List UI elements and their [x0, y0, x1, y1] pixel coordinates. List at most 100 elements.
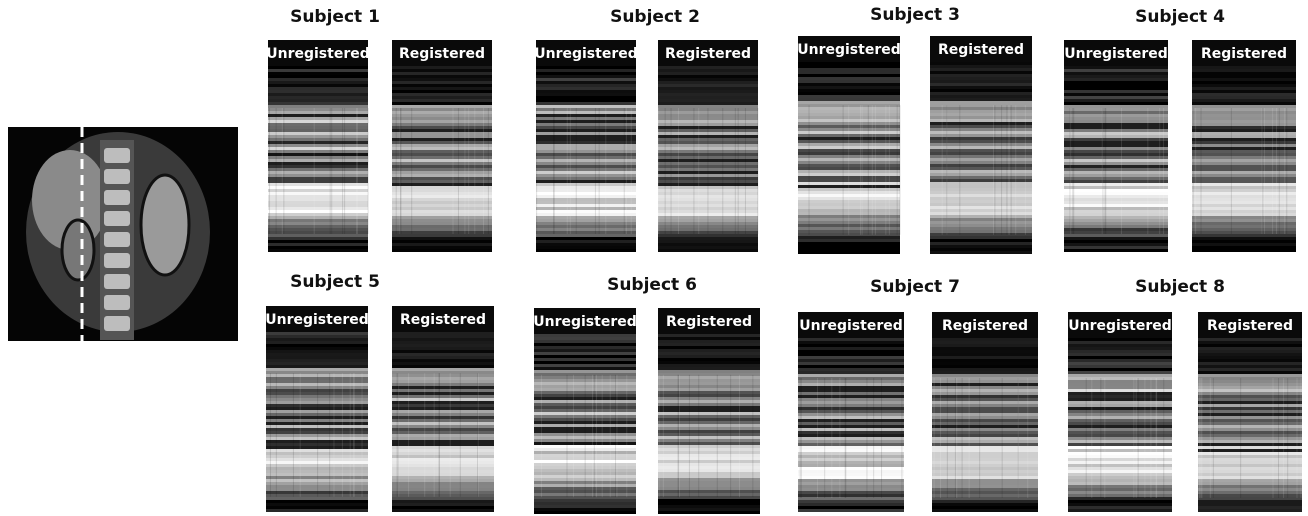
signal-band	[932, 482, 1038, 485]
texture-line	[329, 373, 330, 497]
signal-band	[392, 380, 494, 383]
signal-band	[932, 503, 1038, 506]
signal-band	[536, 114, 636, 117]
signal-band	[658, 391, 760, 394]
signal-band	[658, 243, 758, 246]
image-panel: Registered	[1192, 40, 1296, 252]
signal-band	[798, 377, 904, 380]
signal-band	[1192, 198, 1296, 201]
texture-line	[585, 375, 586, 497]
signal-band	[1068, 338, 1172, 341]
signal-band	[392, 482, 494, 485]
signal-band	[932, 506, 1038, 509]
texture-line	[993, 105, 994, 235]
signal-band	[392, 150, 492, 153]
signal-band	[1192, 111, 1296, 114]
signal-band	[798, 395, 904, 398]
signal-band	[266, 410, 368, 413]
signal-band	[658, 481, 760, 484]
signal-band	[932, 476, 1038, 479]
signal-band	[930, 128, 1032, 131]
signal-band	[1192, 87, 1296, 90]
subject-title: Subject 8	[1135, 277, 1225, 297]
signal-band	[534, 358, 636, 361]
texture-line	[801, 378, 802, 498]
signal-band	[266, 383, 368, 386]
signal-band	[536, 66, 636, 69]
signal-band	[1192, 99, 1296, 102]
panel-label: Registered	[1207, 318, 1293, 334]
signal-band	[932, 488, 1038, 491]
signal-band	[392, 147, 492, 150]
texture-line	[536, 108, 537, 234]
signal-band	[930, 191, 1032, 194]
signal-band	[1198, 353, 1302, 356]
signal-band	[268, 132, 368, 135]
signal-band	[392, 72, 492, 75]
subject-group: Subject 5UnregisteredRegistered	[265, 272, 494, 512]
signal-band	[266, 461, 368, 464]
signal-band	[930, 227, 1032, 230]
texture-line	[570, 108, 571, 234]
signal-band	[1198, 359, 1302, 362]
signal-band	[932, 380, 1038, 383]
texture-line	[1091, 378, 1092, 498]
signal-band	[266, 389, 368, 392]
signal-band	[1192, 102, 1296, 105]
signal-band	[392, 171, 492, 174]
signal-band	[658, 96, 758, 99]
signal-band	[1064, 102, 1168, 105]
signal-band	[932, 341, 1038, 344]
signal-band	[1064, 201, 1168, 204]
signal-band	[392, 455, 494, 458]
signal-band	[798, 80, 900, 83]
texture-line	[626, 375, 627, 497]
signal-band	[798, 338, 904, 341]
image-panel: Unregistered	[1064, 40, 1168, 252]
signal-band	[1064, 87, 1168, 90]
signal-band	[1068, 374, 1172, 377]
signal-band	[266, 491, 368, 494]
signal-band	[268, 225, 368, 228]
signal-band	[534, 499, 636, 502]
signal-band	[268, 108, 368, 111]
texture-line	[1272, 108, 1273, 234]
signal-band	[1192, 156, 1296, 159]
left-kidney	[141, 175, 189, 275]
texture-line	[464, 108, 465, 234]
subject-title: Subject 5	[290, 272, 380, 292]
signal-band	[932, 497, 1038, 500]
texture-line	[889, 105, 890, 235]
signal-band	[1192, 207, 1296, 210]
image-panel: Registered	[658, 40, 758, 252]
signal-band	[932, 383, 1038, 386]
texture-line	[1072, 108, 1073, 234]
signal-band	[798, 86, 900, 89]
signal-band	[930, 74, 1032, 77]
signal-band	[658, 430, 760, 433]
image-panel: Registered	[932, 312, 1038, 512]
signal-band	[266, 452, 368, 455]
texture-line	[1273, 378, 1274, 498]
signal-band	[658, 240, 758, 243]
signal-band	[268, 156, 368, 159]
signal-band	[658, 406, 760, 409]
signal-band	[536, 228, 636, 231]
signal-band	[392, 246, 492, 249]
signal-band	[392, 114, 492, 117]
signal-band	[534, 349, 636, 352]
signal-band	[392, 452, 494, 455]
signal-band	[266, 509, 368, 512]
texture-line	[1105, 108, 1106, 234]
signal-band	[268, 210, 368, 213]
signal-band	[1064, 195, 1168, 198]
signal-band	[268, 105, 368, 108]
signal-band	[268, 147, 368, 150]
signal-band	[930, 68, 1032, 71]
signal-band	[658, 445, 760, 448]
texture-line	[330, 108, 331, 234]
signal-band	[392, 443, 494, 446]
panel-label: Unregistered	[265, 312, 369, 328]
signal-band	[658, 388, 760, 391]
signal-band	[266, 422, 368, 425]
